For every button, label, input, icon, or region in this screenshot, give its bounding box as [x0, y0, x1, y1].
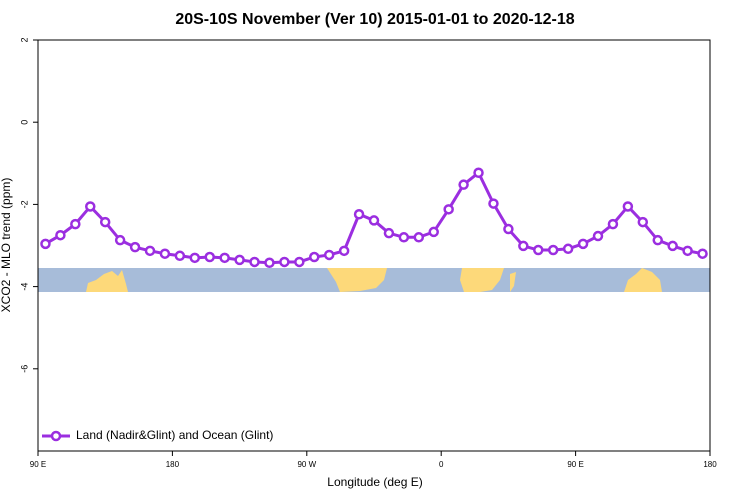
- point: [383, 227, 395, 239]
- point: [398, 232, 410, 243]
- point: [428, 226, 439, 238]
- point: [637, 216, 649, 228]
- point: [294, 256, 305, 268]
- point: [488, 198, 499, 209]
- legend-point: [50, 430, 62, 442]
- x-axis-label: Longitude (deg E): [327, 475, 422, 489]
- land: [624, 268, 662, 292]
- land: [86, 270, 128, 292]
- point: [577, 238, 589, 250]
- point: [309, 251, 320, 263]
- point: [697, 248, 708, 259]
- y-tick-label: 2: [19, 37, 29, 42]
- point: [264, 257, 275, 269]
- point: [85, 201, 96, 212]
- point: [114, 234, 126, 246]
- point: [547, 244, 559, 256]
- point: [204, 251, 215, 263]
- point: [129, 241, 141, 253]
- x-tick-label: 0: [439, 460, 444, 469]
- point: [503, 223, 514, 235]
- land: [327, 268, 387, 292]
- point: [40, 238, 51, 250]
- x-tick-label: 180: [703, 460, 717, 469]
- y-tick-label: -6: [19, 365, 29, 373]
- point: [99, 216, 111, 228]
- point: [368, 215, 380, 226]
- chart-title: 20S-10S November (Ver 10) 2015-01-01 to …: [175, 11, 574, 28]
- y-tick-label: 0: [19, 120, 29, 125]
- point: [219, 252, 230, 264]
- point: [652, 234, 663, 246]
- point: [159, 248, 171, 259]
- point: [562, 243, 574, 255]
- y-tick-label: -2: [19, 200, 29, 208]
- legend-label: Land (Nadir&Glint) and Ocean (Glint): [76, 428, 273, 442]
- point: [682, 245, 693, 257]
- x-tick-label: 90 E: [30, 460, 46, 469]
- x-tick-label: 180: [166, 460, 180, 469]
- point: [353, 209, 365, 220]
- point: [338, 245, 350, 257]
- point: [458, 179, 469, 190]
- point: [234, 254, 245, 266]
- point: [70, 218, 81, 230]
- plot-frame: [37, 39, 711, 452]
- y-tick-label: -4: [19, 283, 29, 291]
- point: [533, 244, 544, 256]
- point: [189, 252, 201, 264]
- point: [323, 249, 335, 261]
- point: [473, 167, 484, 179]
- y-axis-label: XCO2 - MLO trend (ppm): [0, 178, 13, 313]
- point: [249, 256, 260, 268]
- land: [460, 268, 516, 292]
- point: [144, 245, 156, 257]
- point: [518, 240, 529, 252]
- point: [607, 218, 619, 230]
- point: [279, 256, 290, 268]
- point: [622, 201, 634, 212]
- x-tick-label: 90 E: [567, 460, 583, 469]
- x-tick-label: 90 W: [297, 460, 316, 469]
- map-strip: [38, 268, 710, 292]
- point: [592, 230, 604, 242]
- point: [174, 250, 186, 262]
- point: [667, 240, 678, 252]
- point: [55, 229, 66, 241]
- point: [413, 232, 425, 243]
- point: [443, 204, 454, 215]
